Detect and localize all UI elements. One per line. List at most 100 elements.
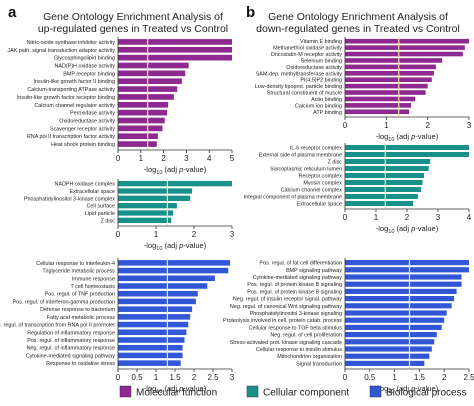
category-label: ATP binding [313,110,342,116]
category-label: Cell surface [87,204,115,210]
category-label: RNA pol II transcription factor activity [27,134,115,140]
x-tick-label: 0 [343,121,348,130]
bar [345,324,442,330]
x-tick-label: 4 [207,154,212,163]
category-label: Mitochondrion organization [277,354,342,360]
category-label: Pos. regul. of interferon-gamma producti… [13,299,115,305]
x-tick-label: 2 [425,121,430,130]
bar [345,90,426,95]
category-label: Insulin-like growth factor II binding [34,79,116,85]
bar [118,109,168,116]
bar [118,275,215,282]
category-label: Insulin-like growth factor receptor bind… [17,95,115,101]
x-tick-label: 2 [192,230,197,239]
bar [118,117,165,124]
category-label: Z disc [328,160,343,166]
bar [118,298,196,305]
category-label: Neg. regul. of canonical Wnt signaling p… [230,304,342,310]
bar [345,346,432,352]
category-label: Cellular response to TGF beta stimulus [249,325,343,331]
category-label: Fatty acid metabolic process [47,315,116,321]
category-label: Calcium channel regulator activity [34,103,115,109]
legend-label: Biological process [386,388,467,399]
category-label: Receptor complex [299,174,343,180]
bar [118,195,191,201]
category-label: External side of plasma membrane [259,153,342,159]
bar [345,317,445,323]
bar [118,62,189,69]
panel-label-a: a [8,4,17,21]
x-tick-label: 3 [467,121,472,130]
x-tick-label: 0 [343,373,348,382]
category-label: Defense response to bacterium [40,307,115,313]
x-tick-label: 1 [139,154,144,163]
legend: Molecular function Cellular component Biol… [119,385,467,399]
category-label: Nitric-oxide synthase inhibitor activity [27,40,116,46]
category-label: Extracellular space [296,202,342,208]
category-label: Glycosphingolipid binding [54,56,115,62]
bar [118,344,183,351]
bar [345,267,469,273]
bar [118,321,189,328]
category-label: Vitamin E binding [300,39,342,45]
bar [345,360,425,366]
category-label: Pos. regul. of fat cell differentiation [259,261,342,267]
bar [345,332,437,338]
bar [118,54,232,61]
x-tick-label: 1 [384,121,389,130]
bar [118,203,177,209]
category-label: Pos. regul. of inflammatory response [27,338,115,344]
category-label: Extracellular space [69,189,115,195]
legend-item: Biological process [369,385,467,399]
legend-item: Cellular component [246,385,349,399]
category-label: Heat shock protein binding [51,142,115,148]
category-label: Structural constituent of muscle [267,91,342,97]
x-tick-label: 1 [154,230,159,239]
x-tick-label: 0 [116,154,121,163]
category-label: Neg. regul. of transcription from RNA po… [0,323,115,329]
bar [345,339,435,345]
x-tick-label: 1 [392,373,397,382]
category-label: SAM-dep. methyltransferase activity [256,71,343,77]
x-tick-label: 3 [230,373,235,382]
category-label: NAD(P)H oxidase activity [54,64,115,70]
category-label: BMP signaling pathway [286,268,342,274]
x-tick-label: 1 [374,213,379,222]
legend-swatch [369,385,382,398]
bar [345,38,469,44]
bar [345,77,432,83]
x-tick-label: 2 [192,373,197,382]
category-label: BMP receptor binding [63,71,115,77]
x-tick-label: 3 [184,154,189,163]
x-tick-label: 4 [467,213,472,222]
bar [118,125,163,132]
x-tick-label: 2.5 [207,373,219,382]
bar [345,45,465,50]
bar [118,329,187,336]
bar [118,283,208,289]
x-axis-label: -log10 (adj p-value) [376,132,439,143]
bar [118,181,232,187]
bar [345,58,443,63]
category-label: Regulation of inflammatory response [27,330,115,336]
bar [118,78,182,85]
bar [345,310,447,316]
panel-b-title-line1: Gene Ontology Enrichment Analysis of [268,11,448,23]
bar [118,290,198,297]
bar [345,296,455,302]
bar [118,141,157,147]
x-tick-label: 1 [154,373,159,382]
category-label: Oncostatin-M receptor activity [271,52,343,58]
bar [118,133,158,140]
category-label: Pos. regul. of TNF production [45,292,115,298]
category-label: Cytokine-mediated signaling pathway [253,275,343,281]
category-label: Neg. regul. of insulin receptor signal. … [233,297,342,303]
x-tick-label: 1.5 [169,373,181,382]
bar [345,165,429,172]
x-axis-label: -log10 (adj p-value) [144,384,207,395]
category-label: IL-6 receptor complex [290,146,342,152]
x-tick-label: 0 [116,230,121,239]
